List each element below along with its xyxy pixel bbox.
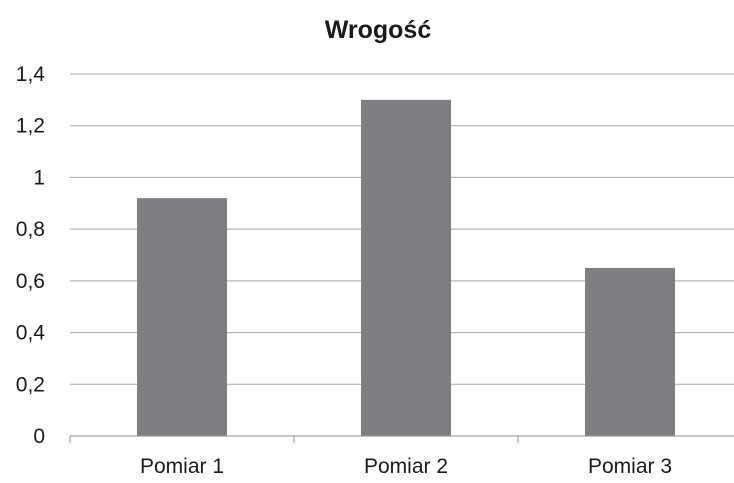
bar-pomiar-3 — [585, 267, 675, 436]
y-tick-label: 1 — [33, 166, 45, 189]
y-tick-label: 0,6 — [16, 270, 45, 293]
chart-title: Wrogość — [325, 16, 432, 44]
y-tick-label: 0 — [33, 425, 45, 448]
bars — [137, 99, 675, 436]
y-tick-label: 0,8 — [16, 218, 45, 241]
x-axis — [69, 435, 734, 443]
y-tick-label: 1,2 — [16, 115, 45, 138]
bar-pomiar-2 — [361, 99, 451, 436]
x-axis-category-labels: Pomiar 1 Pomiar 2 Pomiar 3 — [140, 455, 672, 478]
y-tick-label: 0,2 — [16, 373, 45, 396]
y-tick-label: 0,4 — [16, 322, 46, 345]
bar-pomiar-1 — [137, 198, 227, 436]
x-category-label: Pomiar 2 — [364, 455, 448, 478]
y-tick-label: 1,4 — [16, 63, 46, 86]
y-axis-tick-labels: 0 0,2 0,4 0,6 0,8 1 1,2 1,4 — [16, 63, 46, 448]
x-category-label: Pomiar 3 — [588, 455, 672, 478]
x-category-label: Pomiar 1 — [140, 455, 224, 478]
